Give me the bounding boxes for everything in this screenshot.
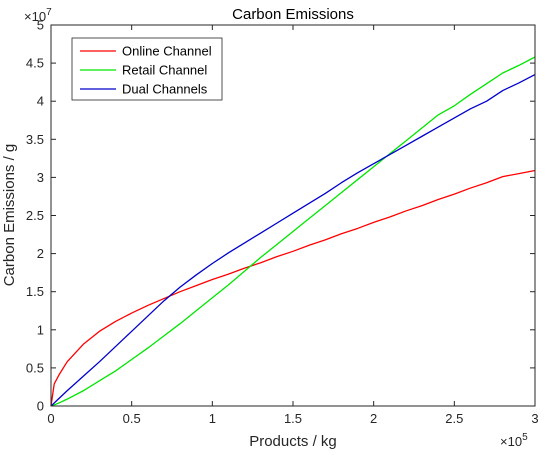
y-tick-label: 3 xyxy=(37,170,44,185)
plot-frame xyxy=(50,24,536,407)
legend: Online Channel Retail Channel Dual Channel… xyxy=(71,37,223,101)
legend-box xyxy=(71,37,223,101)
y-exponent-base: ×10 xyxy=(24,9,46,24)
x-tick-label: 2.5 xyxy=(445,411,463,426)
x-tick-label: 2 xyxy=(370,411,377,426)
svg-text:×107: ×107 xyxy=(24,7,52,24)
legend-label-online-channel: Online Channel xyxy=(122,44,212,59)
x-exponent-label: ×105 xyxy=(500,432,528,449)
series-line-dual-channels xyxy=(50,73,536,407)
y-tick-label: 0 xyxy=(37,399,44,414)
x-tick-label: 1.5 xyxy=(284,411,302,426)
x-tick-label: 0.5 xyxy=(123,411,141,426)
y-tick-label: 5 xyxy=(37,18,44,33)
legend-label-dual-channels: Dual Channels xyxy=(122,82,208,97)
x-tick-label: 1 xyxy=(209,411,216,426)
ticks-layer: 0 0.5 1 1.5 2 2.5 3 0 0.5 1 1.5 2 2.5 3 3.5 4 4.5 5 xyxy=(26,18,539,427)
x-axis-title: Products / kg xyxy=(249,433,337,450)
y-tick-label: 1.5 xyxy=(26,284,44,299)
legend-entries: Online Channel Retail Channel Dual Channel… xyxy=(80,44,212,97)
y-tick-label: 4 xyxy=(37,94,44,109)
x-tick-label: 0 xyxy=(47,411,54,426)
x-exponent-power: 5 xyxy=(522,432,528,443)
y-tick-label: 4.5 xyxy=(26,56,44,71)
x-exponent-base: ×10 xyxy=(500,434,522,449)
y-axis-title: Carbon Emissions / g xyxy=(1,144,18,287)
y-tick-label: 2.5 xyxy=(26,208,44,223)
x-tick-label: 3 xyxy=(531,411,538,426)
y-tick-label: 1 xyxy=(37,322,44,337)
series-line-online-channel xyxy=(50,169,536,407)
series-line-retail-channel xyxy=(50,56,536,407)
series-layer xyxy=(50,56,536,407)
y-tick-label: 0.5 xyxy=(26,360,44,375)
svg-text:×105: ×105 xyxy=(500,432,528,449)
y-tick-label: 3.5 xyxy=(26,132,44,147)
y-exponent-power: 7 xyxy=(46,7,52,18)
y-exponent-label: ×107 xyxy=(24,7,52,24)
chart-title: Carbon Emissions xyxy=(232,6,354,23)
y-tick-label: 2 xyxy=(37,246,44,261)
legend-label-retail-channel: Retail Channel xyxy=(122,63,207,78)
